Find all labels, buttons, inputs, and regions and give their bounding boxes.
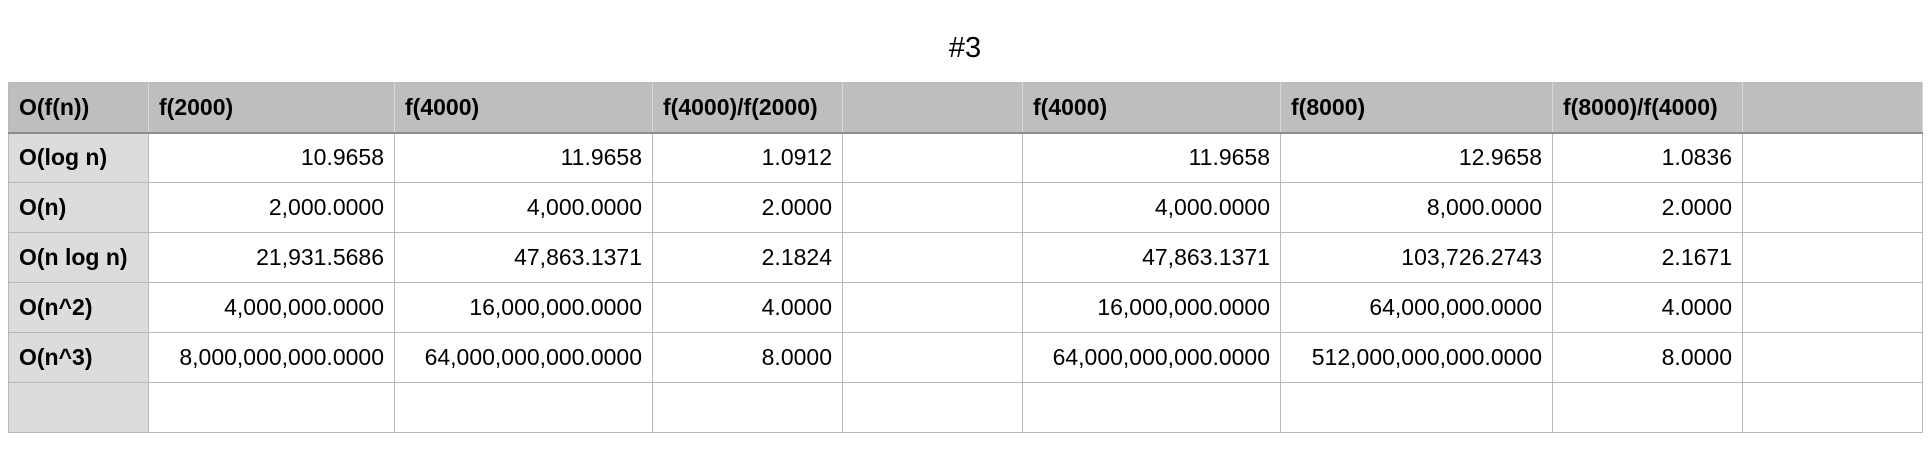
table-cell[interactable]: 1.0912 xyxy=(652,132,843,183)
table-cell[interactable]: 2.0000 xyxy=(652,182,843,233)
table-row: O(n^3) 8,000,000,000.0000 64,000,000,000… xyxy=(8,332,1923,383)
table-row: O(n^2) 4,000,000.0000 16,000,000.0000 4.… xyxy=(8,282,1923,333)
table-cell[interactable]: 64,000,000.0000 xyxy=(1280,282,1553,333)
table-cell[interactable]: 2.1824 xyxy=(652,232,843,283)
table-cell[interactable] xyxy=(148,382,395,433)
table-cell[interactable] xyxy=(1742,182,1923,233)
header-cell-empty[interactable] xyxy=(1742,82,1923,134)
table-cell[interactable]: 2.0000 xyxy=(1552,182,1743,233)
table-cell[interactable]: 8,000,000,000.0000 xyxy=(148,332,395,383)
table-cell[interactable]: 21,931.5686 xyxy=(148,232,395,283)
table-cell[interactable]: 8,000.0000 xyxy=(1280,182,1553,233)
table-cell[interactable] xyxy=(842,332,1023,383)
table-cell[interactable] xyxy=(1742,382,1923,433)
table-row: O(n) 2,000.0000 4,000.0000 2.0000 4,000.… xyxy=(8,182,1923,233)
header-cell-f4000[interactable]: f(4000) xyxy=(394,82,653,134)
table-cell[interactable] xyxy=(842,232,1023,283)
header-cell-empty[interactable] xyxy=(842,82,1023,134)
table-cell[interactable] xyxy=(842,132,1023,183)
header-cell-f8000[interactable]: f(8000) xyxy=(1280,82,1553,134)
table-cell[interactable]: 4,000,000.0000 xyxy=(148,282,395,333)
table-cell[interactable] xyxy=(394,382,653,433)
table-cell[interactable]: 4,000.0000 xyxy=(1022,182,1281,233)
table-cell[interactable]: 10.9658 xyxy=(148,132,395,183)
header-cell-ratio-8000-4000[interactable]: f(8000)/f(4000) xyxy=(1552,82,1743,134)
table-cell[interactable] xyxy=(842,382,1023,433)
table-cell[interactable]: 4.0000 xyxy=(652,282,843,333)
table-cell[interactable] xyxy=(842,282,1023,333)
table-cell[interactable]: 47,863.1371 xyxy=(1022,232,1281,283)
table-cell[interactable]: 16,000,000.0000 xyxy=(394,282,653,333)
table-cell[interactable]: 1.0836 xyxy=(1552,132,1743,183)
header-row: O(f(n)) f(2000) f(4000) f(4000)/f(2000) … xyxy=(8,82,1923,134)
table-cell[interactable]: 64,000,000,000.0000 xyxy=(394,332,653,383)
sheet-title: #3 xyxy=(948,32,982,64)
complexity-table: O(f(n)) f(2000) f(4000) f(4000)/f(2000) … xyxy=(8,82,1923,433)
header-cell-f2000[interactable]: f(2000) xyxy=(148,82,395,134)
table-cell[interactable]: 12.9658 xyxy=(1280,132,1553,183)
row-header-cell[interactable]: O(n^2) xyxy=(8,282,149,333)
table-cell[interactable]: 2.1671 xyxy=(1552,232,1743,283)
table-cell[interactable] xyxy=(1742,332,1923,383)
header-cell-f4000-second[interactable]: f(4000) xyxy=(1022,82,1281,134)
table-cell[interactable]: 4.0000 xyxy=(1552,282,1743,333)
table-cell[interactable] xyxy=(652,382,843,433)
table-cell[interactable]: 512,000,000,000.0000 xyxy=(1280,332,1553,383)
table-cell[interactable] xyxy=(842,182,1023,233)
table-cell[interactable]: 64,000,000,000.0000 xyxy=(1022,332,1281,383)
table-cell[interactable]: 16,000,000.0000 xyxy=(1022,282,1281,333)
row-header-cell[interactable]: O(n^3) xyxy=(8,332,149,383)
table-cell[interactable]: 8.0000 xyxy=(652,332,843,383)
table-cell[interactable]: 11.9658 xyxy=(1022,132,1281,183)
table-cell[interactable]: 8.0000 xyxy=(1552,332,1743,383)
table-cell[interactable]: 4,000.0000 xyxy=(394,182,653,233)
table-cell[interactable] xyxy=(1742,282,1923,333)
table-row xyxy=(8,382,1923,433)
row-header-cell[interactable]: O(log n) xyxy=(8,132,149,183)
table-cell[interactable]: 103,726.2743 xyxy=(1280,232,1553,283)
row-header-cell[interactable]: O(n log n) xyxy=(8,232,149,283)
table-row: O(log n) 10.9658 11.9658 1.0912 11.9658 … xyxy=(8,132,1923,183)
table-cell[interactable]: 2,000.0000 xyxy=(148,182,395,233)
table-cell[interactable] xyxy=(1552,382,1743,433)
table-cell[interactable] xyxy=(1742,132,1923,183)
header-cell-ratio-4000-2000[interactable]: f(4000)/f(2000) xyxy=(652,82,843,134)
table-cell[interactable] xyxy=(1742,232,1923,283)
table-cell[interactable] xyxy=(1280,382,1553,433)
table-cell[interactable] xyxy=(1022,382,1281,433)
table-cell[interactable]: 47,863.1371 xyxy=(394,232,653,283)
table-cell[interactable]: 11.9658 xyxy=(394,132,653,183)
header-cell-complexity[interactable]: O(f(n)) xyxy=(8,82,149,134)
row-header-cell[interactable] xyxy=(8,382,149,433)
table-row: O(n log n) 21,931.5686 47,863.1371 2.182… xyxy=(8,232,1923,283)
row-header-cell[interactable]: O(n) xyxy=(8,182,149,233)
